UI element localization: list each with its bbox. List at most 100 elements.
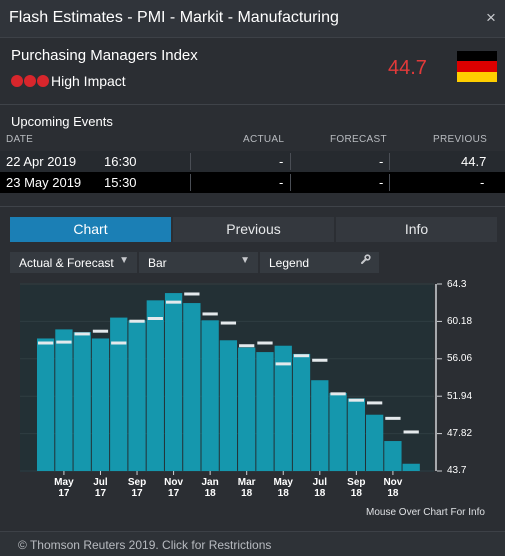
forecast-marker[interactable] — [366, 401, 383, 405]
x-tick-year: 17 — [58, 488, 70, 499]
forecast-marker[interactable] — [293, 354, 310, 358]
event-date: 22 Apr 2019 — [6, 154, 77, 169]
col-header-forecast: FORECAST — [330, 134, 387, 145]
close-icon[interactable]: × — [486, 8, 496, 27]
forecast-marker[interactable] — [147, 316, 163, 320]
actual-bar[interactable] — [37, 338, 55, 471]
event-time: 16:30 — [104, 154, 137, 169]
actual-bar[interactable] — [146, 300, 164, 471]
actual-bar[interactable] — [219, 340, 238, 471]
cell-divider — [290, 153, 291, 170]
actual-bar[interactable] — [256, 352, 274, 471]
chevron-down-icon: ▼ — [119, 255, 129, 266]
actual-bar[interactable] — [347, 398, 365, 471]
mouseover-hint: Mouse Over Chart For Info — [366, 507, 485, 518]
actual-bar[interactable] — [365, 414, 384, 471]
x-tick-label: Mar 18 — [232, 477, 262, 499]
actual-bar[interactable] — [201, 320, 219, 471]
cell-divider — [389, 153, 390, 170]
event-row[interactable]: 22 Apr 2019 16:30 - - 44.7 — [0, 151, 505, 172]
tab-previous[interactable]: Previous — [173, 217, 334, 242]
divider — [0, 206, 505, 207]
forecast-marker[interactable] — [257, 341, 273, 345]
forecast-marker[interactable] — [165, 300, 182, 304]
forecast-marker[interactable] — [74, 332, 90, 336]
actual-bar[interactable] — [238, 347, 256, 471]
x-tick-year: 18 — [387, 488, 399, 499]
impact-indicator: High Impact — [11, 72, 126, 90]
event-previous: - — [480, 175, 485, 190]
forecast-marker[interactable] — [38, 341, 54, 345]
x-tick-label: May 17 — [49, 477, 79, 499]
forecast-marker[interactable] — [239, 344, 255, 348]
forecast-marker[interactable] — [129, 319, 145, 323]
actual-bar[interactable] — [329, 392, 347, 471]
forecast-marker[interactable] — [275, 362, 291, 366]
forecast-marker[interactable] — [220, 321, 237, 325]
event-previous: 44.7 — [461, 154, 487, 169]
actual-bar[interactable] — [128, 320, 146, 471]
event-actual: - — [279, 175, 284, 190]
title-bar: Flash Estimates - PMI - Markit - Manufac… — [0, 0, 505, 38]
forecast-marker[interactable] — [184, 292, 200, 296]
forecast-marker[interactable] — [312, 358, 328, 362]
forecast-marker[interactable] — [330, 392, 346, 396]
event-time: 15:30 — [104, 175, 137, 190]
germany-flag-icon — [457, 51, 497, 82]
x-tick-label: Nov 17 — [159, 477, 189, 499]
chart-type-dropdown[interactable]: Bar ▼ — [139, 252, 258, 273]
impact-dot-icon — [11, 75, 23, 87]
event-forecast: - — [379, 175, 384, 190]
forecast-marker[interactable] — [202, 312, 218, 316]
event-row[interactable]: 23 May 2019 15:30 - - - — [0, 172, 505, 193]
x-tick-month: Sep — [347, 477, 366, 488]
forecast-marker[interactable] — [403, 430, 419, 434]
forecast-marker[interactable] — [92, 329, 109, 333]
actual-bar[interactable] — [292, 353, 311, 471]
x-tick-month: Jul — [93, 477, 108, 488]
copyright-link[interactable]: © Thomson Reuters 2019. Click for Restri… — [18, 538, 272, 552]
actual-bar[interactable] — [110, 317, 128, 471]
chevron-down-icon: ▼ — [240, 255, 250, 266]
x-tick-label: Nov 18 — [378, 477, 408, 499]
actual-bar[interactable] — [91, 338, 110, 471]
forecast-marker[interactable] — [56, 340, 72, 344]
x-tick-month: May — [273, 477, 293, 488]
cell-divider — [190, 153, 191, 170]
col-header-date: DATE — [6, 134, 34, 145]
y-tick-label: 43.7 — [447, 465, 467, 476]
forecast-marker[interactable] — [385, 416, 401, 420]
cell-divider — [290, 174, 291, 191]
chart-type-label: Bar — [148, 256, 167, 270]
legend-button[interactable]: Legend — [260, 252, 379, 273]
x-tick-month: Sep — [127, 477, 147, 488]
actual-bar[interactable] — [55, 329, 73, 471]
upcoming-events-title: Upcoming Events — [11, 114, 113, 129]
event-forecast: - — [379, 154, 384, 169]
actual-bar[interactable] — [73, 332, 91, 471]
x-tick-month: Jul — [312, 477, 328, 488]
x-tick-year: 18 — [277, 488, 289, 499]
actual-bar[interactable] — [164, 293, 183, 471]
series-dropdown[interactable]: Actual & Forecast ▼ — [10, 252, 137, 273]
tab-chart[interactable]: Chart — [10, 217, 171, 242]
actual-bar[interactable] — [274, 345, 292, 471]
impact-dot-icon — [37, 75, 49, 87]
tab-info[interactable]: Info — [336, 217, 497, 242]
x-tick-year: 17 — [94, 488, 107, 499]
forecast-marker[interactable] — [111, 341, 127, 345]
current-value: 44.7 — [388, 57, 427, 79]
forecast-marker[interactable] — [348, 398, 364, 402]
x-tick-month: Nov — [164, 477, 184, 488]
actual-bar[interactable] — [183, 303, 201, 471]
x-tick-year: 18 — [204, 488, 216, 499]
actual-bar[interactable] — [384, 441, 402, 471]
x-tick-label: Sep 17 — [122, 477, 152, 499]
actual-bar[interactable] — [402, 463, 420, 471]
actual-bar[interactable] — [311, 380, 329, 471]
y-tick-label: 64.3 — [447, 279, 467, 290]
flag-stripe-gold — [457, 71, 497, 82]
indicator-header: Purchasing Managers Index High Impact 44… — [0, 38, 505, 100]
footer: © Thomson Reuters 2019. Click for Restri… — [0, 531, 505, 556]
